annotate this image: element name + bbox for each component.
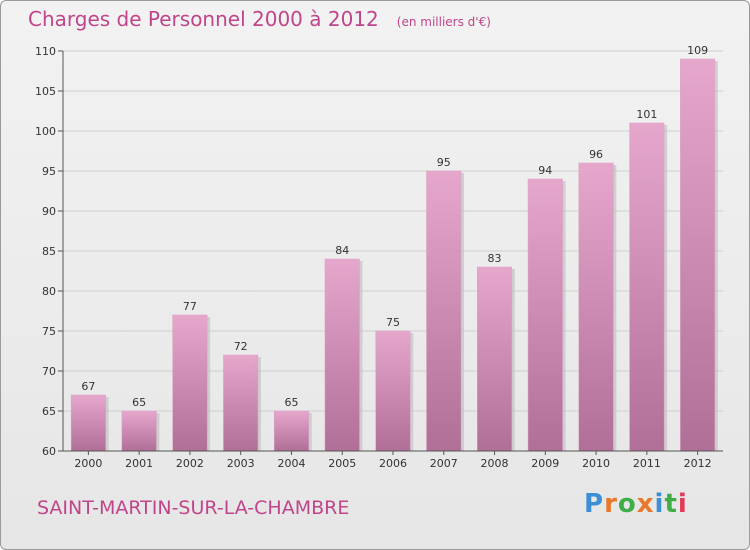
bar-2009 (527, 178, 563, 452)
x-tick-label: 2011 (633, 457, 661, 470)
data-label: 75 (386, 316, 400, 329)
data-label: 94 (538, 164, 552, 177)
data-label: 95 (437, 156, 451, 169)
x-tick-label: 2006 (379, 457, 407, 470)
chart-unit: (en milliers d'€) (396, 15, 491, 29)
bar-2003 (223, 354, 259, 452)
logo-letter: i (654, 489, 665, 519)
chart-title-text: Charges de Personnel 2000 à 2012 (28, 7, 379, 31)
bar-2012 (680, 58, 716, 452)
data-label: 65 (132, 396, 146, 409)
x-tick-label: 2002 (176, 457, 204, 470)
y-tick-label: 70 (42, 365, 56, 378)
y-tick-label: 100 (35, 125, 56, 138)
logo-letter: t (664, 489, 678, 519)
y-tick-label: 60 (42, 445, 56, 458)
y-tick-label: 80 (42, 285, 56, 298)
x-tick-label: 2010 (582, 457, 610, 470)
y-tick-label: 65 (42, 405, 56, 418)
bar-2006 (375, 330, 411, 452)
bar-2008 (477, 266, 513, 452)
logo-letter: x (636, 489, 655, 519)
data-label: 72 (234, 340, 248, 353)
bar-2005 (324, 258, 360, 452)
y-tick-label: 75 (42, 325, 56, 338)
x-tick-label: 2009 (531, 457, 559, 470)
data-label: 67 (81, 380, 95, 393)
data-label: 83 (488, 252, 502, 265)
logo-letter: r (604, 489, 618, 519)
x-tick-label: 2000 (74, 457, 102, 470)
bar-2010 (578, 162, 614, 452)
x-tick-label: 2005 (328, 457, 356, 470)
y-tick-label: 105 (35, 85, 56, 98)
x-tick-label: 2007 (430, 457, 458, 470)
data-label: 101 (636, 108, 657, 121)
y-tick-label: 90 (42, 205, 56, 218)
bar-2004 (273, 410, 309, 452)
bar-2001 (121, 410, 157, 452)
bar-2002 (172, 314, 208, 452)
data-label: 65 (284, 396, 298, 409)
commune-name: SAINT-MARTIN-SUR-LA-CHAMBRE (37, 497, 350, 519)
x-tick-label: 2003 (227, 457, 255, 470)
logo-letter: P (584, 489, 605, 519)
data-label: 109 (687, 44, 708, 57)
bar-2000 (70, 394, 106, 452)
x-tick-label: 2008 (481, 457, 509, 470)
data-label: 96 (589, 148, 603, 161)
y-tick-label: 85 (42, 245, 56, 258)
y-tick-label: 110 (35, 45, 56, 58)
logo-letter: i (677, 489, 688, 519)
bar-2011 (629, 122, 665, 452)
x-tick-label: 2004 (277, 457, 305, 470)
x-tick-label: 2001 (125, 457, 153, 470)
x-tick-label: 2012 (684, 457, 712, 470)
y-tick-label: 95 (42, 165, 56, 178)
chart-title: Charges de Personnel 2000 à 2012 (en mill… (28, 7, 491, 31)
bar-2007 (426, 170, 462, 452)
logo-letter: o (617, 489, 637, 519)
data-label: 77 (183, 300, 197, 313)
data-label: 84 (335, 244, 349, 257)
proxiti-logo: Proxiti (584, 489, 688, 519)
